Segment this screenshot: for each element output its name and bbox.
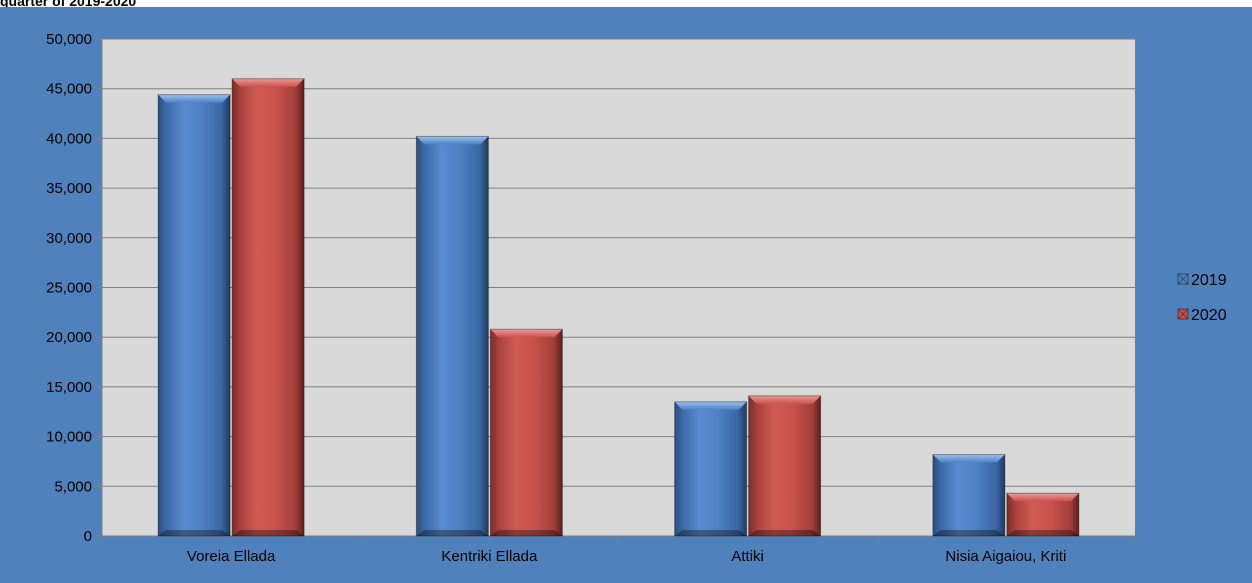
legend-item-2019: 2019 [1177, 272, 1227, 289]
bar-2019-3 [932, 453, 1006, 537]
y-tick-label: 35,000 [46, 180, 92, 197]
x-category-label: Nisia Aigaiou, Kriti [945, 548, 1066, 565]
y-axis-ticks: 0 5,000 10,000 15,000 20,000 25,000 30,000 35,0… [46, 31, 92, 545]
legend-label: 2019 [1191, 272, 1227, 289]
y-tick-label: 15,000 [46, 379, 92, 396]
legend-item-2020: 2020 [1177, 307, 1227, 324]
y-tick-label: 25,000 [46, 280, 92, 297]
y-tick-label: 40,000 [46, 130, 92, 147]
chart-title: quarter of 2019-2020 [0, 0, 137, 9]
legend: 2019 2020 [1177, 272, 1227, 324]
y-tick-label: 5,000 [54, 478, 92, 495]
y-tick-label: 0 [84, 528, 92, 545]
y-tick-label: 50,000 [46, 31, 92, 48]
bar-2020-0 [231, 78, 305, 537]
bar-2019-0 [157, 94, 231, 537]
bars [157, 78, 1080, 537]
y-tick-label: 45,000 [46, 81, 92, 98]
bar-2020-2 [748, 395, 822, 537]
x-axis-labels: Voreia Ellada Kentriki Ellada Attiki Nisia … [187, 548, 1066, 565]
bar-2019-1 [415, 135, 489, 537]
x-category-label: Attiki [731, 548, 764, 565]
legend-label: 2020 [1191, 307, 1227, 324]
x-category-label: Voreia Ellada [187, 548, 276, 565]
bar-chart: 0 5,000 10,000 15,000 20,000 25,000 30,000 35,0… [46, 31, 1227, 565]
legend-swatch [1177, 273, 1189, 285]
legend-swatch [1177, 308, 1189, 320]
bar-2019-2 [674, 401, 748, 537]
y-tick-label: 30,000 [46, 230, 92, 247]
bar-2020-3 [1006, 492, 1080, 537]
x-category-label: Kentriki Ellada [441, 548, 538, 565]
y-tick-label: 20,000 [46, 329, 92, 346]
y-tick-label: 10,000 [46, 429, 92, 446]
chart-area: 0 5,000 10,000 15,000 20,000 25,000 30,000 35,0… [0, 7, 1252, 583]
bar-2020-1 [489, 328, 563, 537]
